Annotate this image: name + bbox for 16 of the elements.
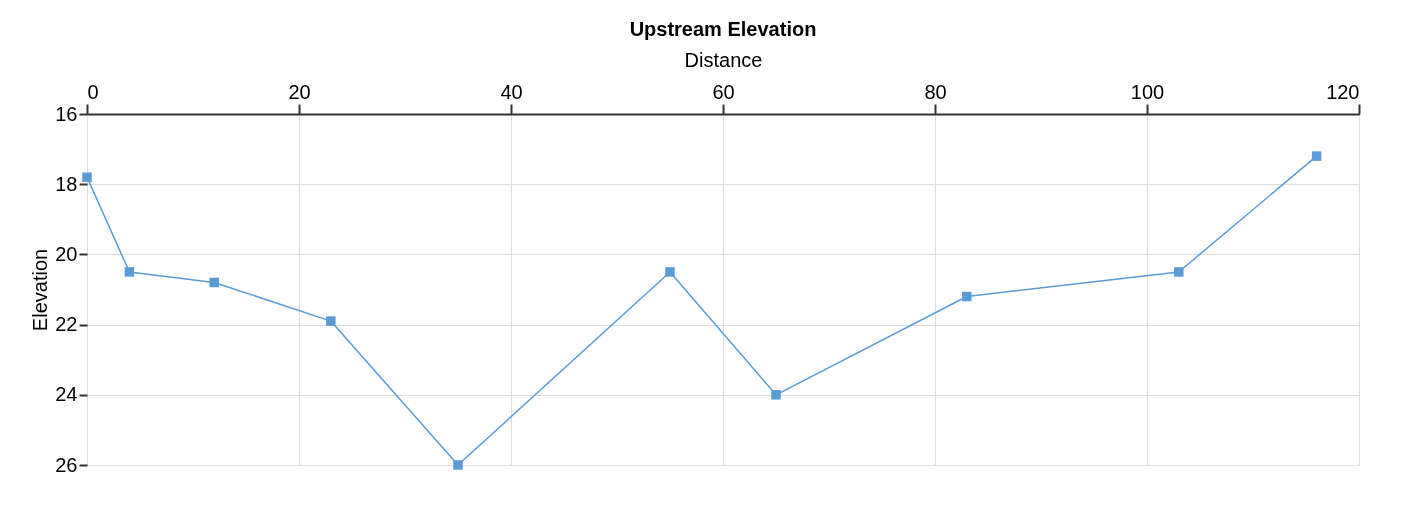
x-tick-label: 40 bbox=[500, 80, 523, 103]
y-tick-label: 24 bbox=[55, 383, 78, 406]
x-tick-label: 80 bbox=[924, 80, 947, 103]
x-tick-label: 0 bbox=[87, 80, 99, 103]
x-axis-title: Distance bbox=[684, 48, 763, 71]
y-axis-title: Elevation bbox=[29, 248, 52, 332]
y-tick-label: 26 bbox=[55, 453, 78, 476]
x-tick-label: 60 bbox=[712, 80, 735, 103]
x-tick-label: 20 bbox=[288, 80, 311, 103]
y-tick-label: 22 bbox=[55, 313, 78, 336]
y-tick-label: 16 bbox=[55, 102, 78, 125]
x-tick-label: 120 bbox=[1326, 80, 1360, 103]
x-tick-label: 100 bbox=[1130, 80, 1165, 103]
y-tick-label: 20 bbox=[55, 242, 78, 265]
y-tick-label: 18 bbox=[55, 172, 78, 195]
chart-title: Upstream Elevation bbox=[629, 18, 817, 40]
